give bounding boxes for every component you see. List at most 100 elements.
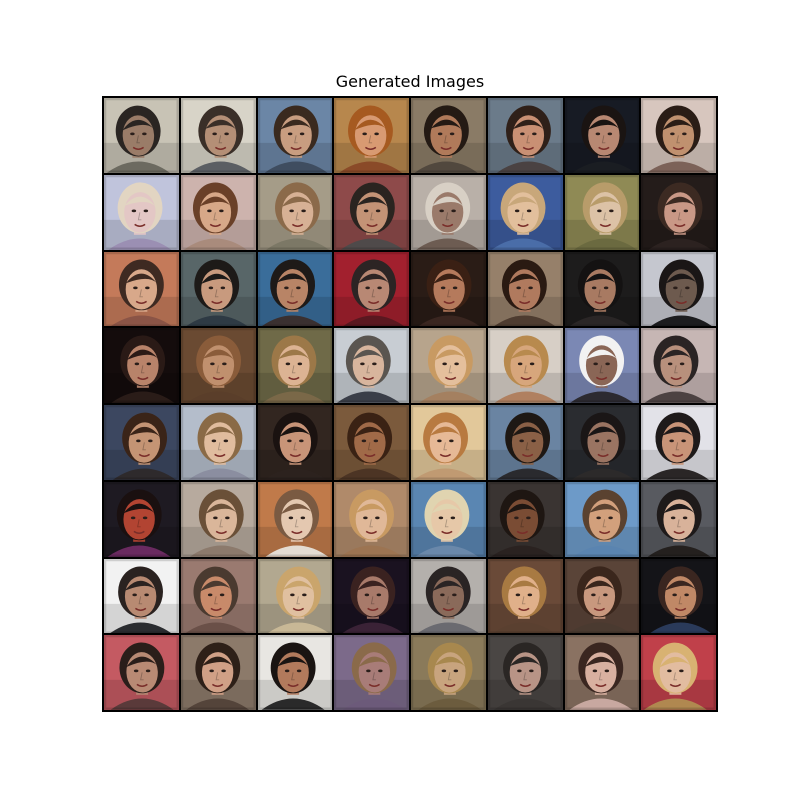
face-tile (564, 635, 640, 710)
face-tile (564, 328, 640, 403)
face-tile (180, 98, 256, 173)
face-portrait (257, 328, 333, 403)
face-portrait (257, 405, 333, 480)
face-portrait (487, 635, 563, 710)
face-tile (411, 174, 486, 250)
face-portrait (104, 174, 179, 250)
face-portrait (564, 558, 640, 634)
face-tile (257, 328, 333, 403)
face-portrait (257, 251, 333, 327)
face-portrait (334, 328, 409, 403)
face-tile (487, 405, 563, 480)
face-portrait (257, 558, 333, 634)
face-tile (104, 98, 179, 173)
face-portrait (180, 481, 256, 557)
face-portrait (564, 98, 640, 173)
face-tile (180, 558, 256, 634)
face-portrait (411, 251, 486, 327)
face-portrait (487, 174, 563, 250)
face-tile (180, 328, 256, 403)
face-portrait (487, 558, 563, 634)
face-tile (564, 405, 640, 480)
face-portrait (641, 635, 716, 710)
face-portrait (180, 328, 256, 403)
face-portrait (487, 98, 563, 173)
face-portrait (564, 635, 640, 710)
face-portrait (487, 405, 563, 480)
face-portrait (334, 481, 409, 557)
face-tile (564, 481, 640, 557)
face-portrait (411, 635, 486, 710)
face-tile (257, 558, 333, 634)
face-tile (180, 174, 256, 250)
face-tile (257, 405, 333, 480)
face-portrait (104, 558, 179, 634)
face-tile (104, 174, 179, 250)
face-portrait (411, 98, 486, 173)
face-portrait (641, 328, 716, 403)
face-portrait (104, 405, 179, 480)
face-portrait (641, 98, 716, 173)
face-portrait (411, 328, 486, 403)
face-tile (180, 481, 256, 557)
face-tile (104, 328, 179, 403)
face-portrait (564, 328, 640, 403)
face-portrait (257, 98, 333, 173)
face-portrait (411, 481, 486, 557)
face-portrait (411, 174, 486, 250)
face-tile (257, 98, 333, 173)
face-tile (104, 558, 179, 634)
face-tile (334, 558, 409, 634)
face-tile (180, 635, 256, 710)
face-tile (487, 328, 563, 403)
face-tile (641, 635, 716, 710)
face-tile (641, 174, 716, 250)
figure-title: Generated Images (335, 72, 485, 91)
face-portrait (411, 405, 486, 480)
face-tile (334, 405, 409, 480)
face-tile (104, 635, 179, 710)
face-portrait (487, 481, 563, 557)
face-tile (411, 98, 486, 173)
face-portrait (180, 635, 256, 710)
face-tile (641, 328, 716, 403)
face-portrait (104, 328, 179, 403)
face-portrait (257, 481, 333, 557)
face-tile (257, 251, 333, 327)
face-tile (334, 251, 409, 327)
face-tile (104, 481, 179, 557)
face-portrait (257, 174, 333, 250)
face-portrait (180, 405, 256, 480)
face-portrait (104, 98, 179, 173)
face-portrait (104, 635, 179, 710)
face-tile (411, 328, 486, 403)
face-tile (487, 558, 563, 634)
face-tile (411, 635, 486, 710)
face-portrait (641, 174, 716, 250)
face-tile (487, 98, 563, 173)
face-tile (487, 251, 563, 327)
face-tile (564, 251, 640, 327)
face-portrait (334, 405, 409, 480)
face-tile (487, 481, 563, 557)
face-tile (641, 251, 716, 327)
face-tile (411, 405, 486, 480)
face-portrait (334, 98, 409, 173)
face-tile (334, 98, 409, 173)
face-tile (334, 328, 409, 403)
face-tile (257, 481, 333, 557)
face-tile (104, 251, 179, 327)
face-tile (641, 405, 716, 480)
face-portrait (334, 251, 409, 327)
face-tile (334, 174, 409, 250)
face-portrait (564, 405, 640, 480)
face-portrait (564, 251, 640, 327)
face-tile (180, 405, 256, 480)
face-tile (334, 481, 409, 557)
face-tile (257, 635, 333, 710)
face-tile (564, 98, 640, 173)
face-portrait (180, 558, 256, 634)
face-portrait (641, 251, 716, 327)
face-tile (487, 174, 563, 250)
face-tile (411, 481, 486, 557)
